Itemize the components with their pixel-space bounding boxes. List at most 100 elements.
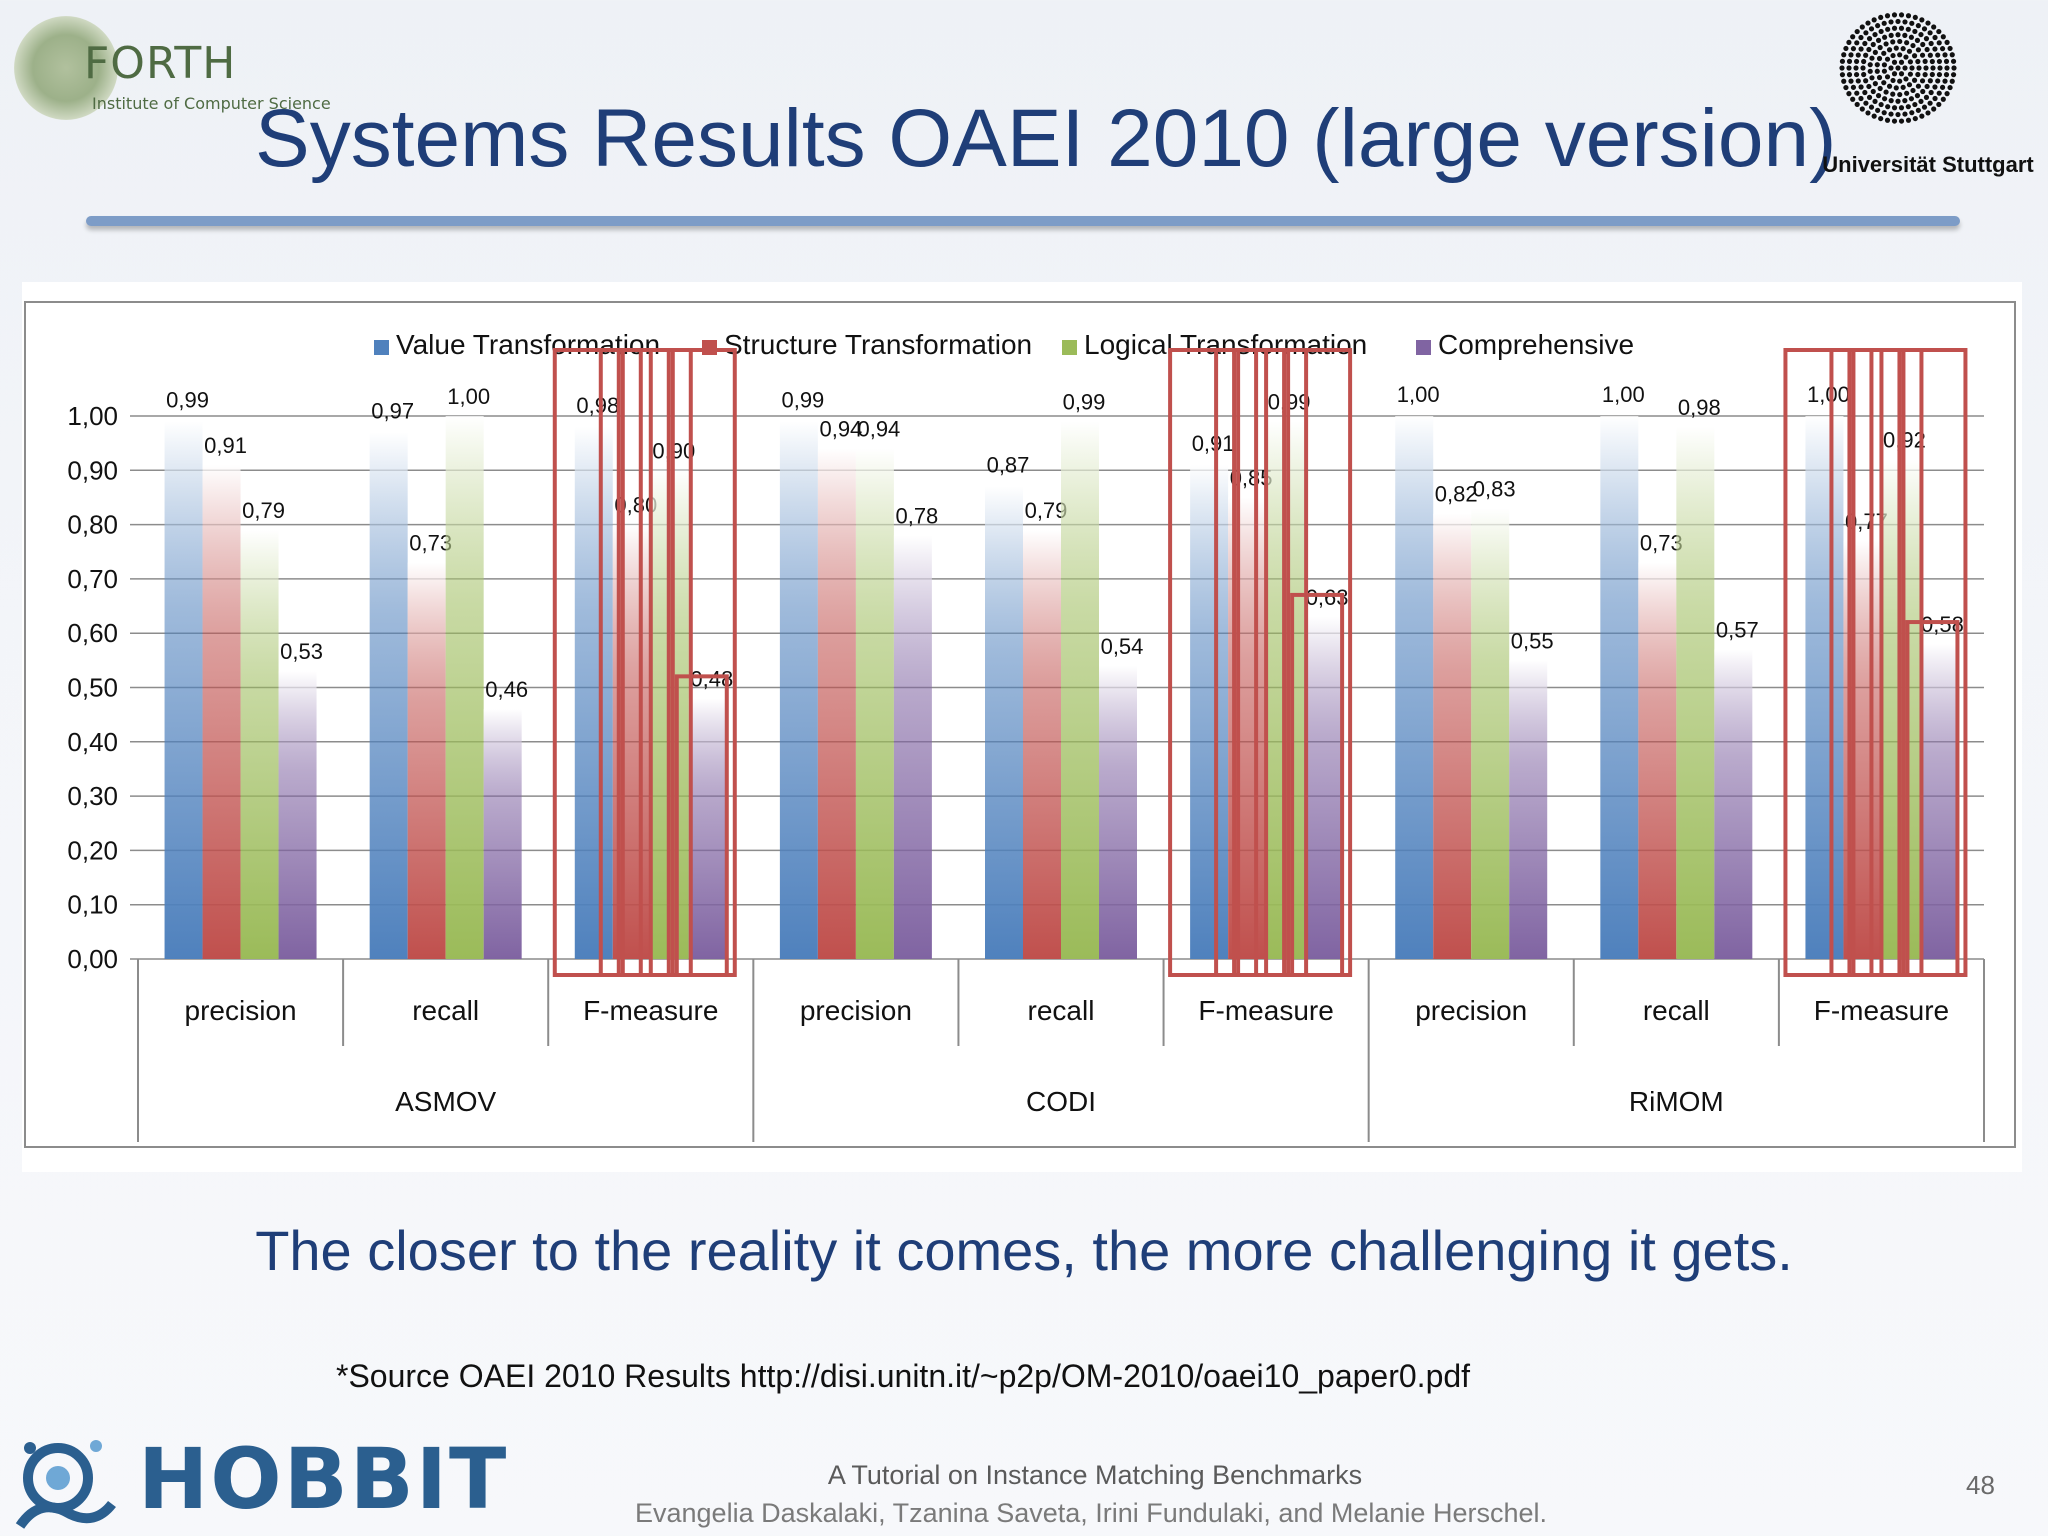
- y-tick-label: 0,10: [67, 890, 118, 920]
- bar-logical-transformation: [1676, 426, 1715, 959]
- legend-swatch: [1062, 340, 1077, 355]
- system-label: CODI: [1026, 1086, 1096, 1117]
- legend-swatch: [374, 340, 389, 355]
- bar-comprehensive: [278, 671, 317, 959]
- highlight-box: [1264, 348, 1291, 977]
- system-label: RiMOM: [1629, 1086, 1724, 1117]
- y-tick-label: 0,70: [67, 564, 118, 594]
- bar-comprehensive: [1509, 660, 1548, 959]
- y-tick-label: 0,80: [67, 510, 118, 540]
- university-dots-icon: [1839, 12, 1957, 124]
- hobbit-emblem-icon: [15, 1440, 116, 1529]
- data-label: 0,94: [857, 417, 900, 442]
- data-label: 0,99: [1063, 389, 1106, 414]
- category-label: recall: [1643, 995, 1710, 1026]
- data-label: 0,97: [371, 398, 414, 423]
- bar-logical-transformation: [240, 530, 279, 959]
- bar-structure-transformation: [202, 464, 241, 959]
- bar-comprehensive: [688, 698, 727, 959]
- slide-title: Systems Results OAEI 2010 (large version…: [255, 93, 1837, 184]
- category-label: precision: [1415, 995, 1527, 1026]
- bar-chart: 0,00 0,10 0,20 0,30 0,40 0,50 0,60 0,70 0,80 0,90…: [24, 301, 2016, 1148]
- category-label: precision: [800, 995, 912, 1026]
- forth-emblem-icon: [14, 16, 118, 120]
- bar-value-transformation: [1805, 416, 1844, 959]
- highlight-box: [1214, 348, 1241, 977]
- data-label: 1,00: [447, 384, 490, 409]
- data-label: 1,00: [1807, 382, 1850, 407]
- university-name: Universität Stuttgart: [1822, 152, 2034, 177]
- highlight-box: [1783, 348, 1968, 977]
- source-citation: *Source OAEI 2010 Results http://disi.un…: [336, 1358, 1471, 1394]
- highlight-box: [598, 348, 625, 977]
- footer-authors: Evangelia Daskalaki, Tzanina Saveta, Iri…: [635, 1498, 1547, 1528]
- bar-structure-transformation: [1638, 562, 1677, 959]
- data-label: 0,57: [1716, 617, 1759, 642]
- y-tick-label: 0,20: [67, 835, 118, 865]
- chart-panel: 0,00 0,10 0,20 0,30 0,40 0,50 0,60 0,70 0,80 0,90…: [22, 282, 2022, 1172]
- hobbit-logo: HOBBIT: [0, 1426, 506, 1536]
- highlight-box: [1290, 592, 1345, 977]
- data-label: 0,55: [1511, 628, 1554, 653]
- page-number: 48: [1966, 1470, 1995, 1500]
- forth-logo: FORTH Institute of Computer Science: [8, 10, 408, 125]
- category-label: F-measure: [1814, 995, 1949, 1026]
- highlight-box: [674, 674, 729, 977]
- data-label: 0,94: [819, 417, 862, 442]
- y-tick-label: 0,90: [67, 455, 118, 485]
- category-label: precision: [185, 995, 297, 1026]
- bar-value-transformation: [369, 432, 408, 959]
- data-label: 0,87: [987, 453, 1030, 478]
- bar-structure-transformation: [407, 562, 446, 959]
- data-label: 0,73: [409, 531, 452, 556]
- chart-frame: [24, 301, 2016, 1148]
- data-label: 0,79: [1025, 498, 1068, 523]
- bar-value-transformation: [164, 421, 203, 959]
- data-label: 0,54: [1101, 634, 1144, 659]
- y-tick-label: 0,40: [67, 727, 118, 757]
- highlight-box: [1232, 348, 1259, 977]
- y-tick-label: 0,60: [67, 618, 118, 648]
- title-divider: [86, 216, 1960, 226]
- data-label: 1,00: [1397, 382, 1440, 407]
- legend-label: Value Transformation: [396, 329, 660, 360]
- bar-comprehensive: [893, 535, 932, 959]
- legend-swatch: [702, 340, 717, 355]
- highlight-box: [1168, 348, 1353, 977]
- y-tick-label: 0,30: [67, 781, 118, 811]
- highlight-box: [1829, 348, 1856, 977]
- bar-comprehensive: [1099, 665, 1137, 959]
- bar-value-transformation: [985, 486, 1023, 959]
- bar-structure-transformation: [1023, 530, 1061, 959]
- category-label: recall: [412, 995, 479, 1026]
- bar-comprehensive: [1919, 644, 1958, 959]
- data-label: 0,78: [895, 503, 938, 528]
- bar-logical-transformation: [445, 416, 484, 959]
- data-label: 0,99: [781, 387, 824, 412]
- bar-comprehensive: [483, 709, 522, 959]
- data-label: 0,91: [204, 433, 247, 458]
- y-tick-label: 0,50: [67, 673, 118, 703]
- highlight-box: [1847, 348, 1874, 977]
- data-label: 0,79: [242, 498, 285, 523]
- highlight-box: [1879, 348, 1906, 977]
- highlight-box: [552, 348, 737, 977]
- bar-value-transformation: [1395, 416, 1434, 959]
- bar-comprehensive: [1714, 649, 1753, 959]
- data-label: 0,98: [576, 393, 619, 418]
- data-label: 0,82: [1435, 482, 1478, 507]
- bar-value-transformation: [1600, 416, 1639, 959]
- y-tick-label: 1,00: [67, 401, 118, 431]
- y-tick-label: 0,00: [67, 944, 118, 974]
- highlight-box: [648, 348, 675, 977]
- category-label: F-measure: [583, 995, 718, 1026]
- bar-logical-transformation: [1061, 421, 1099, 959]
- system-label: ASMOV: [395, 1086, 496, 1117]
- data-label: 0,98: [1678, 395, 1721, 420]
- bar-value-transformation: [1190, 464, 1229, 959]
- bar-value-transformation: [779, 421, 818, 959]
- data-label: 0,53: [280, 639, 323, 664]
- university-logo: Universität Stuttgart: [1810, 6, 2046, 186]
- legend-swatch: [1416, 340, 1431, 355]
- data-label: 0,73: [1640, 531, 1683, 556]
